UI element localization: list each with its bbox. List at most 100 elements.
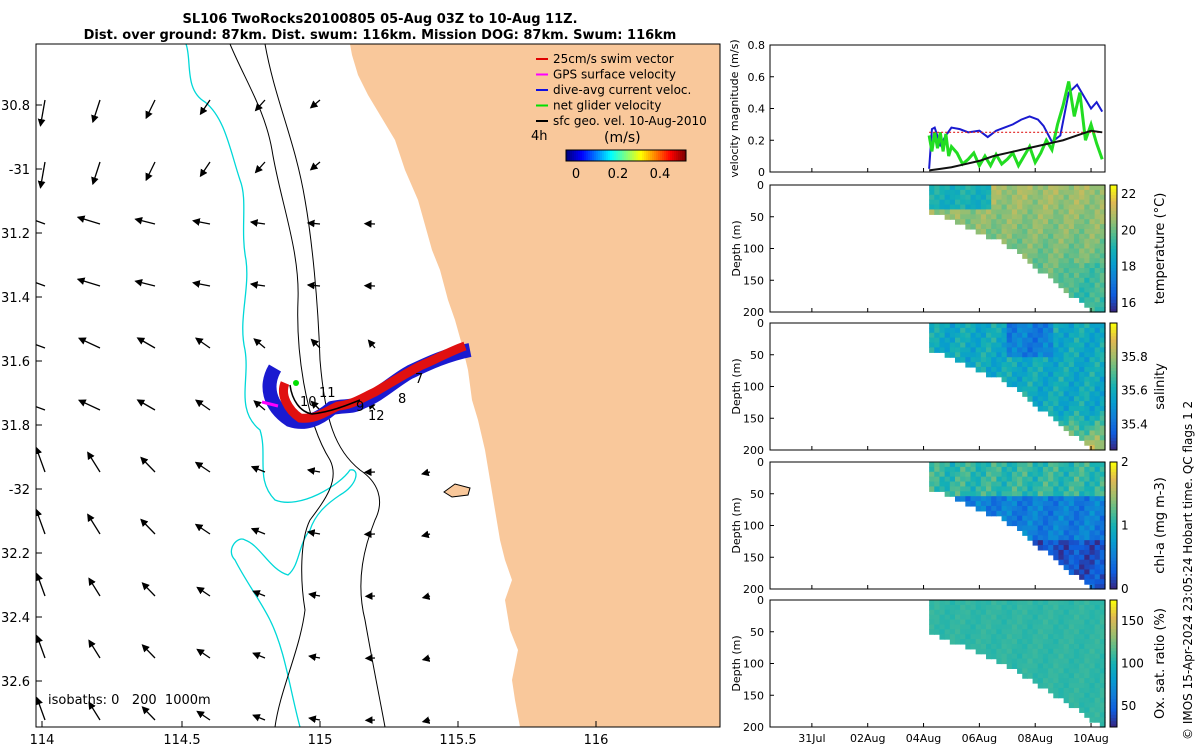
section-cell bbox=[954, 357, 961, 363]
lat-tick-label: 31.6 bbox=[1, 355, 30, 370]
section-colorbar-cell bbox=[1110, 701, 1117, 706]
section-cell bbox=[1068, 648, 1075, 655]
section-cell bbox=[1073, 564, 1080, 571]
section-cell bbox=[1027, 604, 1034, 611]
section-colorbar-cell bbox=[1110, 437, 1117, 441]
section-cell bbox=[986, 214, 992, 220]
section-cell bbox=[1073, 209, 1080, 215]
section-cell bbox=[934, 614, 941, 621]
section-cell bbox=[1094, 420, 1101, 427]
section-colorbar-cell bbox=[1110, 402, 1117, 407]
section-cell bbox=[1058, 486, 1065, 492]
section-cell bbox=[970, 466, 977, 473]
section-cell bbox=[1048, 185, 1054, 191]
section-cell bbox=[1094, 337, 1101, 344]
section-colorbar-cell bbox=[1110, 547, 1117, 552]
section-cell bbox=[996, 643, 1003, 650]
section-cell bbox=[1089, 243, 1096, 250]
section-cell bbox=[1048, 362, 1054, 368]
section-cell bbox=[980, 194, 987, 201]
section-cell bbox=[991, 362, 997, 368]
section-cell bbox=[1063, 476, 1070, 483]
section-cell bbox=[1073, 525, 1080, 531]
colorbar-cell bbox=[648, 150, 651, 161]
velocity-arrow bbox=[195, 399, 211, 411]
section-cell bbox=[1017, 476, 1023, 483]
section-cell bbox=[1001, 219, 1008, 225]
velocity-arrow bbox=[36, 282, 46, 287]
section-colorbar-cell bbox=[1110, 361, 1117, 365]
section-cell bbox=[986, 643, 992, 650]
section-cell bbox=[1089, 435, 1096, 441]
section-cell bbox=[1063, 420, 1070, 427]
section-colorbar-tick: 22 bbox=[1121, 187, 1136, 201]
section-cell bbox=[1089, 396, 1096, 402]
section-colorbar-cell bbox=[1110, 261, 1117, 265]
section-cell bbox=[965, 604, 972, 611]
section-cell bbox=[1063, 462, 1070, 468]
section-cell bbox=[1079, 466, 1085, 473]
section-cell bbox=[954, 639, 961, 645]
section-cell bbox=[1063, 673, 1070, 679]
section-cell bbox=[1032, 535, 1039, 541]
section-cell bbox=[1027, 323, 1034, 329]
section-cell bbox=[965, 600, 972, 606]
section-colorbar-cell bbox=[1110, 386, 1117, 391]
section-cell bbox=[1084, 619, 1091, 626]
section-cell bbox=[980, 327, 987, 334]
section-cell bbox=[1022, 619, 1029, 626]
section-colorbar-cell bbox=[1110, 557, 1117, 561]
section-cell bbox=[1089, 253, 1096, 259]
depth-tick-label: 200 bbox=[743, 306, 764, 319]
section-cell bbox=[1084, 263, 1091, 269]
track-label-11: 11 bbox=[319, 386, 336, 401]
section-cell bbox=[1042, 510, 1049, 517]
section-cell bbox=[991, 648, 997, 655]
section-cell bbox=[1017, 204, 1023, 211]
section-cell bbox=[975, 466, 982, 473]
section-cell bbox=[1042, 386, 1049, 392]
section-cell bbox=[980, 481, 987, 488]
section-cell bbox=[1042, 496, 1049, 502]
velocity-arrow bbox=[250, 527, 266, 535]
section-cell bbox=[1042, 401, 1049, 407]
section-colorbar-cell bbox=[1110, 679, 1117, 684]
section-cell bbox=[1053, 342, 1060, 349]
section-cell bbox=[1073, 199, 1080, 206]
section-cell bbox=[1089, 653, 1096, 660]
section-cell bbox=[1079, 287, 1085, 294]
section-cell bbox=[1079, 687, 1085, 694]
section-cell bbox=[1058, 366, 1065, 373]
section-cell bbox=[1058, 352, 1065, 358]
section-cell bbox=[1053, 243, 1060, 250]
section-cell bbox=[1017, 525, 1023, 531]
section-cell bbox=[1022, 510, 1029, 517]
section-cell bbox=[1011, 653, 1018, 660]
section-cell bbox=[1068, 420, 1075, 427]
section-cell bbox=[1058, 410, 1065, 417]
section-cell bbox=[1027, 337, 1034, 344]
section-colorbar-cell bbox=[1110, 676, 1117, 680]
section-cell bbox=[996, 600, 1003, 606]
section-cell bbox=[1042, 248, 1049, 254]
section-cell bbox=[1094, 491, 1101, 497]
section-cell bbox=[1006, 224, 1013, 230]
section-cell bbox=[1084, 440, 1091, 446]
section-cell bbox=[939, 347, 946, 353]
section-cell bbox=[934, 609, 941, 616]
section-cell bbox=[1027, 658, 1034, 665]
section-cell bbox=[1068, 678, 1075, 684]
section-cell bbox=[1094, 307, 1101, 313]
section-cell bbox=[1089, 263, 1096, 269]
section-cell bbox=[934, 209, 941, 215]
section-cell bbox=[1032, 600, 1039, 606]
section-cell bbox=[1058, 194, 1065, 201]
section-cell bbox=[1048, 209, 1054, 215]
section-colorbar-cell bbox=[1110, 418, 1117, 422]
section-cell bbox=[1099, 584, 1106, 590]
section-cell bbox=[1027, 634, 1034, 640]
section-cell bbox=[980, 204, 987, 211]
section-cell bbox=[1006, 189, 1013, 196]
section-colorbar-cell bbox=[1110, 216, 1117, 221]
